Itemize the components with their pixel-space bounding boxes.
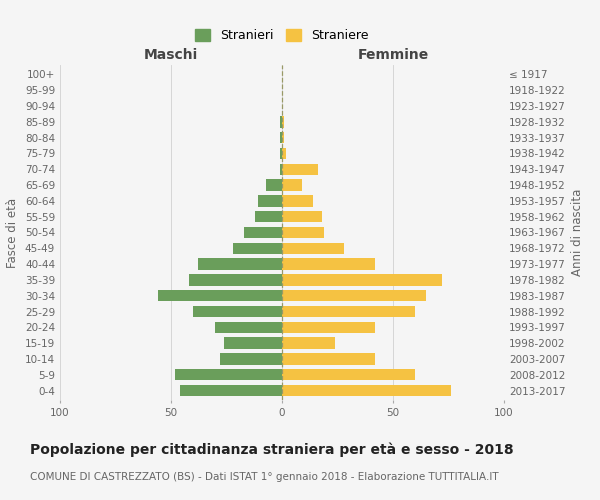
- Bar: [282, 322, 375, 333]
- Y-axis label: Fasce di età: Fasce di età: [7, 198, 19, 268]
- Bar: [282, 306, 415, 317]
- Bar: [282, 116, 284, 128]
- Y-axis label: Anni di nascita: Anni di nascita: [571, 189, 584, 276]
- Text: Maschi: Maschi: [144, 48, 198, 62]
- Bar: [282, 132, 284, 143]
- Bar: [282, 148, 286, 159]
- Bar: [233, 242, 282, 254]
- Bar: [282, 338, 335, 349]
- Bar: [175, 369, 282, 380]
- Bar: [257, 195, 282, 206]
- Bar: [282, 164, 317, 175]
- Bar: [282, 258, 375, 270]
- Bar: [189, 274, 282, 285]
- Bar: [282, 242, 344, 254]
- Bar: [244, 227, 282, 238]
- Bar: [158, 290, 282, 302]
- Bar: [280, 148, 282, 159]
- Bar: [282, 274, 442, 285]
- Bar: [282, 195, 313, 206]
- Text: COMUNE DI CASTREZZATO (BS) - Dati ISTAT 1° gennaio 2018 - Elaborazione TUTTITALI: COMUNE DI CASTREZZATO (BS) - Dati ISTAT …: [30, 472, 499, 482]
- Bar: [282, 369, 415, 380]
- Bar: [282, 385, 451, 396]
- Bar: [280, 116, 282, 128]
- Bar: [266, 180, 282, 191]
- Bar: [280, 164, 282, 175]
- Bar: [256, 211, 282, 222]
- Text: Popolazione per cittadinanza straniera per età e sesso - 2018: Popolazione per cittadinanza straniera p…: [30, 442, 514, 457]
- Bar: [282, 211, 322, 222]
- Bar: [220, 353, 282, 364]
- Bar: [282, 180, 302, 191]
- Bar: [282, 290, 426, 302]
- Text: Femmine: Femmine: [358, 48, 428, 62]
- Bar: [224, 338, 282, 349]
- Bar: [197, 258, 282, 270]
- Bar: [215, 322, 282, 333]
- Bar: [282, 353, 375, 364]
- Bar: [180, 385, 282, 396]
- Bar: [193, 306, 282, 317]
- Bar: [282, 227, 324, 238]
- Legend: Stranieri, Straniere: Stranieri, Straniere: [190, 24, 374, 48]
- Bar: [280, 132, 282, 143]
